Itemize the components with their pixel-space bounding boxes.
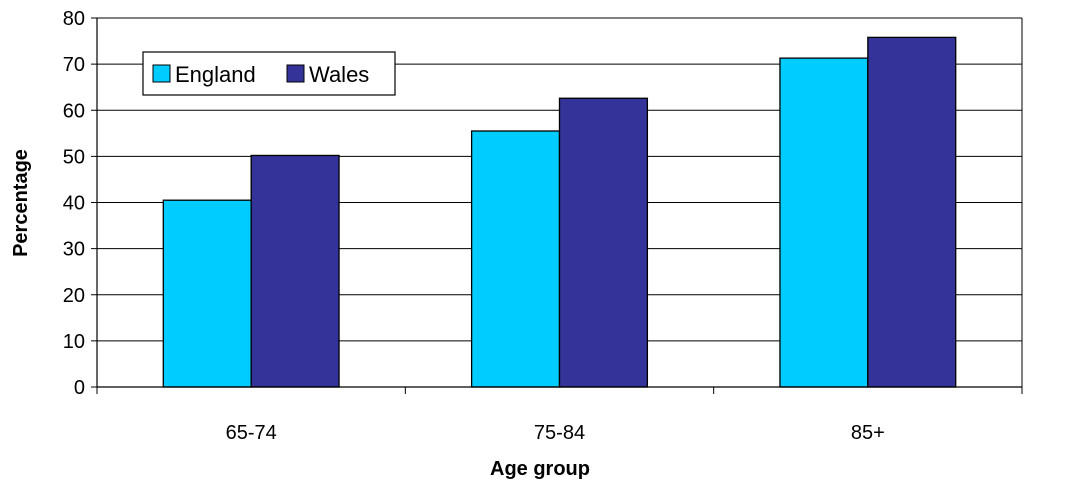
x-axis-title: Age group (490, 458, 590, 480)
legend: England Wales (142, 51, 396, 96)
legend-label-wales: Wales (309, 62, 369, 87)
y-tick-label-20: 20 (63, 285, 85, 307)
bar-england-75-84 (470, 130, 561, 388)
bar-england-65-74 (162, 199, 252, 388)
y-tick-label-80: 80 (63, 8, 85, 30)
y-axis-title: Percentage (10, 149, 32, 257)
legend-label-england: England (175, 62, 256, 87)
axes: 0 10 20 30 40 50 60 70 80 65-74 75-84 85+ (63, 8, 1023, 444)
bar-wales-85+ (867, 36, 957, 388)
x-tick-label-85+: 85+ (851, 422, 885, 444)
legend-box (142, 51, 396, 96)
bar-wales-75-84 (558, 97, 649, 388)
y-tick-label-70: 70 (63, 54, 85, 76)
y-tick-label-50: 50 (63, 146, 85, 168)
legend-swatch-wales (286, 64, 305, 83)
bar-wales-65-74 (250, 154, 340, 388)
bars (162, 36, 957, 388)
bar-england-85+ (779, 57, 869, 388)
y-tick-label-0: 0 (74, 377, 85, 399)
y-tick-label-10: 10 (63, 331, 85, 353)
y-tick-label-30: 30 (63, 239, 85, 261)
x-tick-label-65-74: 65-74 (226, 422, 277, 444)
x-tick-label-75-84: 75-84 (534, 422, 585, 444)
legend-swatch-england (152, 64, 171, 83)
y-tick-label-40: 40 (63, 193, 85, 215)
y-tick-label-60: 60 (63, 100, 85, 122)
